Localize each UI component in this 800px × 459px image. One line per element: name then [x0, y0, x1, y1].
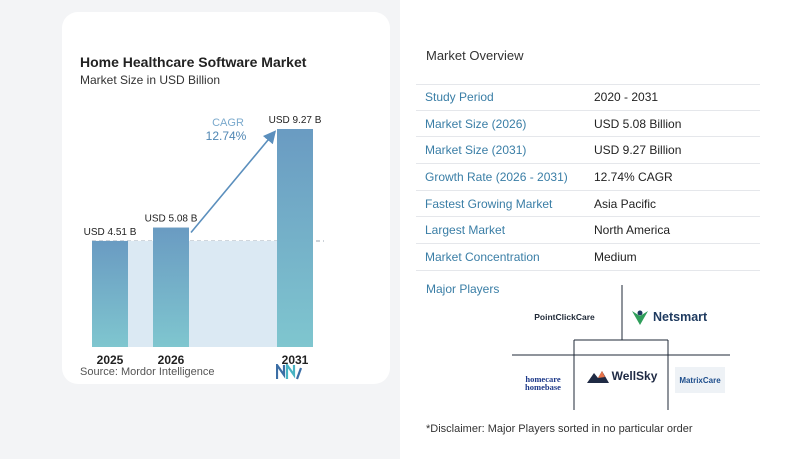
overview-row-key: Fastest Growing Market [425, 196, 553, 211]
netsmart-mark-icon [632, 310, 648, 325]
homebase-logo-text: homebase [525, 382, 561, 392]
major-players-title: Major Players [426, 282, 500, 296]
baseline-shade [128, 240, 277, 347]
homecare-logo-text: homecare [525, 373, 561, 384]
overview-row-value: Medium [594, 249, 637, 264]
overview-row-key: Market Concentration [425, 249, 540, 264]
overview-row: Market Concentration Medium [416, 244, 760, 271]
chart-title: Home Healthcare Software Market [80, 54, 307, 70]
overview-row-value: USD 5.08 Billion [594, 116, 682, 131]
overview-row-value: North America [594, 223, 671, 238]
chart-subtitle: Market Size in USD Billion [80, 73, 221, 87]
overview-row: Fastest Growing Market Asia Pacific [416, 191, 760, 218]
wellsky-mountain-icon [586, 371, 609, 383]
overview-row-value: Asia Pacific [594, 196, 657, 211]
overview-row: Growth Rate (2026 - 2031) 12.74% CAGR [416, 164, 760, 191]
overview-row-key: Growth Rate (2026 - 2031) [425, 169, 568, 184]
overview-row-value: 12.74% CAGR [594, 169, 673, 184]
wellsky-logo: WellSky [579, 363, 665, 389]
disclaimer-text: *Disclaimer: Major Players sorted in no … [426, 423, 693, 435]
overview-row-key: Market Size (2026) [425, 116, 527, 131]
pointclickcare-logo-text: PointClickCare [534, 312, 595, 322]
cagr-value: 12.74% [206, 129, 247, 143]
homecare-homebase-logo: homecare homebase [515, 370, 571, 396]
major-players-grid: PointClickCare Netsmart homecare homebas… [505, 285, 745, 410]
x-tick-label: 2031 [282, 353, 309, 367]
overview-row-key: Study Period [425, 90, 494, 105]
bar-2025 [92, 240, 128, 347]
netsmart-logo-text: Netsmart [653, 310, 708, 324]
source-text: Source: Mordor Intelligence [80, 366, 215, 378]
overview-row-key: Largest Market [425, 223, 506, 238]
overview-row-key: Market Size (2031) [425, 143, 527, 158]
matrixcare-logo: MatrixCare [675, 367, 725, 393]
overview-row: Market Size (2031) USD 9.27 Billion [416, 137, 760, 165]
overview-row-value: 2020 - 2031 [594, 90, 659, 105]
overview-row: Market Size (2026) USD 5.08 Billion [416, 111, 760, 138]
bar-2031 [277, 129, 313, 347]
market-overview-panel: Market Overview Study Period 2020 - 2031 M… [400, 0, 800, 459]
overview-row: Study Period 2020 - 2031 [416, 84, 760, 111]
x-tick-label: 2025 [97, 353, 124, 367]
bar-value-label: USD 4.51 B [84, 227, 137, 238]
wellsky-logo-text: WellSky [611, 369, 658, 383]
netsmart-logo: Netsmart [630, 306, 738, 328]
cagr-arrow [190, 130, 277, 234]
bar-2026 [153, 227, 189, 347]
overview-table: Study Period 2020 - 2031 Market Size (2026… [416, 84, 760, 271]
matrixcare-logo-text: MatrixCare [679, 375, 721, 385]
mordor-logo-icon [276, 364, 302, 380]
x-tick-label: 2026 [158, 353, 185, 367]
overview-title: Market Overview [426, 48, 524, 63]
overview-row: Largest Market North America [416, 217, 760, 245]
cagr-label: CAGR [212, 117, 244, 129]
bar-value-label: USD 9.27 B [269, 115, 322, 126]
pointclickcare-logo: PointClickCare [517, 307, 612, 327]
chart-card: Home Healthcare Software Market Market S… [62, 12, 390, 384]
bar-value-label: USD 5.08 B [145, 214, 198, 225]
bar-chart: USD 4.51 B 2025 USD 5.08 B 2026 USD 9.27 B 20… [84, 115, 324, 367]
overview-row-value: USD 9.27 Billion [594, 143, 682, 158]
players-grid-lines [512, 285, 730, 410]
